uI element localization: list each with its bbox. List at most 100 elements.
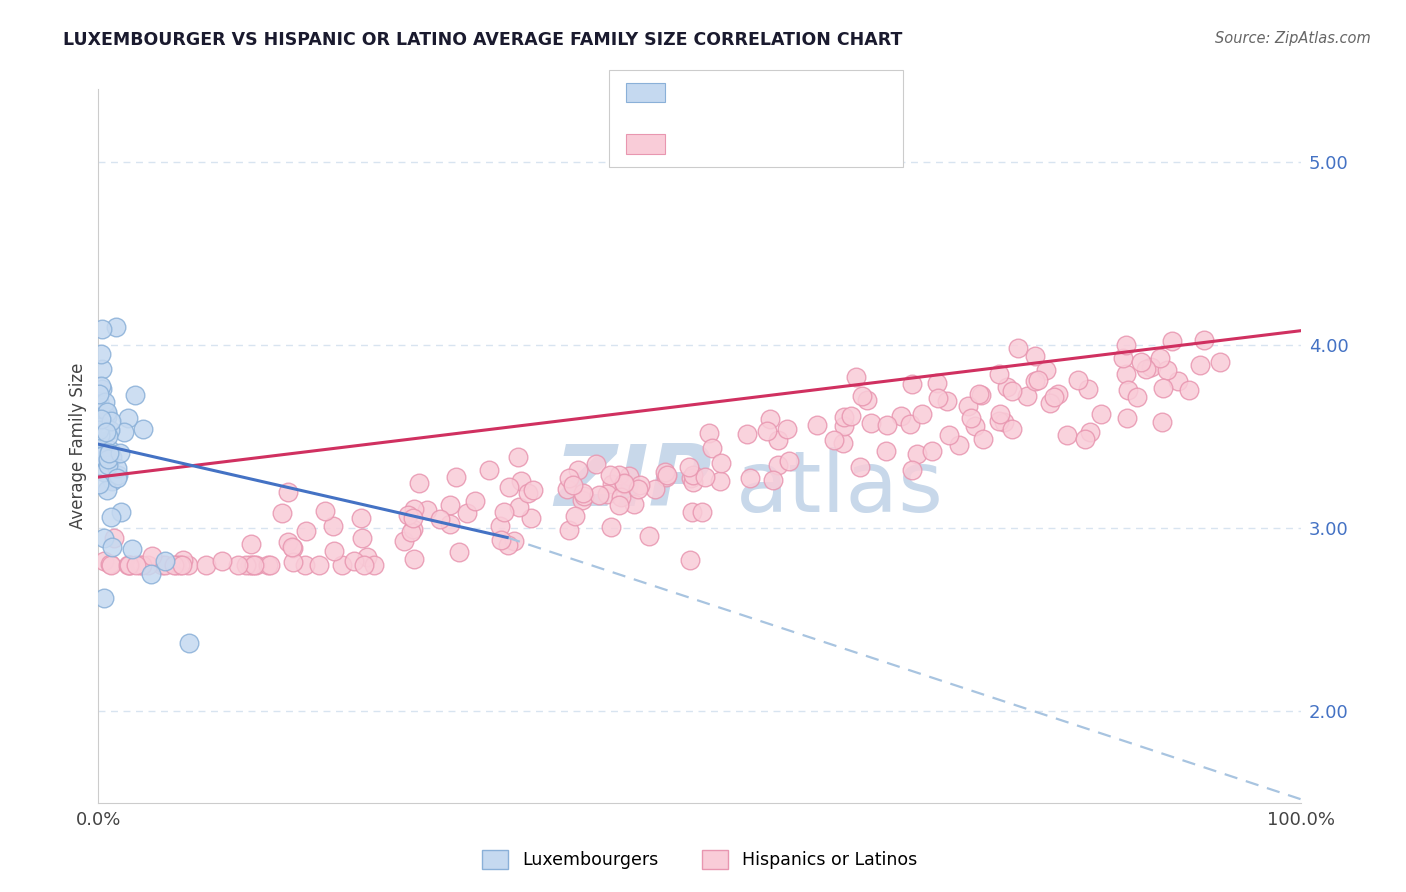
- Point: [308, 558, 330, 572]
- Point: [1043, 390, 1066, 404]
- Point: [610, 490, 633, 504]
- Point: [125, 558, 148, 572]
- Point: [402, 523, 425, 537]
- Point: [600, 520, 623, 534]
- Point: [851, 389, 873, 403]
- Point: [898, 417, 921, 431]
- Point: [281, 554, 304, 568]
- Point: [681, 505, 703, 519]
- Point: [995, 380, 1018, 394]
- Point: [136, 558, 159, 572]
- Y-axis label: Average Family Size: Average Family Size: [69, 363, 87, 529]
- Point: [90, 411, 112, 425]
- Point: [806, 417, 828, 432]
- Text: 53: 53: [834, 83, 858, 102]
- Point: [121, 542, 143, 557]
- Point: [93, 591, 115, 605]
- Point: [1007, 341, 1029, 355]
- Point: [697, 425, 720, 440]
- Point: [567, 463, 589, 477]
- Point: [845, 369, 868, 384]
- Point: [738, 470, 761, 484]
- Point: [226, 558, 249, 572]
- Point: [848, 460, 870, 475]
- Point: [235, 558, 257, 572]
- Point: [89, 387, 111, 401]
- Point: [558, 470, 581, 484]
- Point: [89, 449, 111, 463]
- Point: [831, 436, 853, 450]
- Point: [98, 423, 121, 437]
- Point: [1130, 355, 1153, 369]
- Point: [1115, 410, 1137, 425]
- Point: [103, 531, 125, 545]
- Point: [1116, 383, 1139, 397]
- Point: [240, 537, 263, 551]
- Point: [1015, 389, 1038, 403]
- Point: [682, 475, 704, 489]
- Point: [491, 533, 513, 548]
- Point: [89, 438, 111, 452]
- Point: [96, 410, 118, 425]
- Point: [555, 483, 578, 497]
- Point: [613, 476, 636, 491]
- Point: [396, 508, 419, 522]
- Point: [693, 470, 716, 484]
- Point: [89, 419, 111, 434]
- Point: [124, 388, 146, 402]
- Point: [558, 523, 581, 537]
- Point: [960, 410, 983, 425]
- Point: [107, 468, 129, 483]
- Point: [131, 558, 153, 572]
- Point: [735, 426, 758, 441]
- Point: [105, 461, 128, 475]
- Point: [101, 450, 124, 464]
- Point: [936, 393, 959, 408]
- Point: [314, 504, 336, 518]
- Point: [627, 482, 650, 496]
- Point: [97, 451, 120, 466]
- Point: [449, 545, 471, 559]
- Point: [993, 415, 1015, 429]
- Point: [172, 553, 194, 567]
- Point: [1115, 337, 1137, 351]
- Point: [141, 549, 163, 563]
- Point: [177, 636, 200, 650]
- Point: [901, 463, 924, 477]
- Point: [967, 387, 990, 401]
- Point: [925, 376, 948, 391]
- Point: [90, 378, 112, 392]
- Point: [256, 558, 278, 572]
- Point: [905, 447, 928, 461]
- Point: [98, 557, 121, 571]
- Point: [100, 509, 122, 524]
- Point: [350, 531, 373, 545]
- Text: LUXEMBOURGER VS HISPANIC OR LATINO AVERAGE FAMILY SIZE CORRELATION CHART: LUXEMBOURGER VS HISPANIC OR LATINO AVERA…: [63, 31, 903, 49]
- Point: [91, 362, 114, 376]
- Text: atlas: atlas: [735, 447, 943, 530]
- Point: [644, 482, 666, 496]
- Point: [132, 422, 155, 436]
- Point: [118, 558, 141, 572]
- Point: [1074, 432, 1097, 446]
- Point: [588, 487, 610, 501]
- Point: [638, 529, 661, 543]
- Point: [322, 519, 344, 533]
- Point: [596, 487, 619, 501]
- Point: [690, 505, 713, 519]
- Point: [948, 438, 970, 452]
- Text: N =: N =: [792, 83, 834, 102]
- Point: [1112, 351, 1135, 365]
- Point: [571, 493, 593, 508]
- Point: [100, 414, 122, 428]
- Point: [163, 558, 186, 572]
- Point: [129, 558, 152, 572]
- Point: [938, 428, 960, 442]
- Point: [96, 405, 118, 419]
- Point: [901, 376, 924, 391]
- Point: [120, 558, 142, 572]
- Point: [242, 558, 264, 572]
- Point: [768, 433, 790, 447]
- Point: [90, 418, 112, 433]
- Text: Source: ZipAtlas.com: Source: ZipAtlas.com: [1215, 31, 1371, 46]
